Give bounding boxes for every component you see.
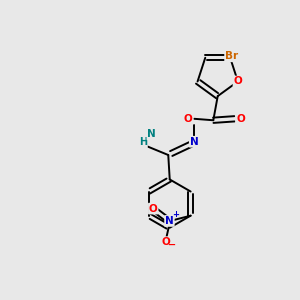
Text: N: N [147,129,156,140]
Text: +: + [172,210,179,219]
Text: N: N [190,137,199,147]
Text: O: O [184,114,193,124]
Text: Br: Br [225,51,238,61]
Text: H: H [139,137,147,147]
Text: O: O [233,76,242,86]
Text: O: O [161,237,170,247]
Text: O: O [149,204,158,214]
Text: N: N [165,216,174,226]
Text: −: − [168,240,176,250]
Text: O: O [236,114,245,124]
